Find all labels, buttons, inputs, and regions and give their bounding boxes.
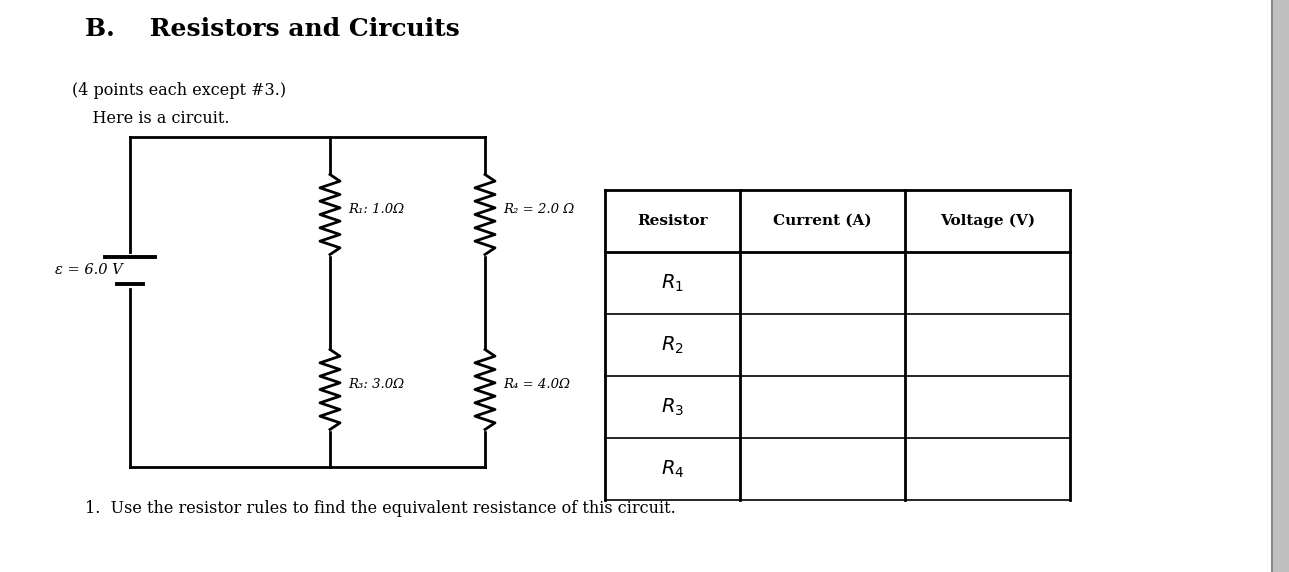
Bar (473, 174, 498, 255)
Text: $\mathit{R}_4$: $\mathit{R}_4$ (661, 458, 684, 480)
Bar (318, 174, 342, 255)
Text: ε = 6.0 V: ε = 6.0 V (55, 264, 122, 277)
Text: $\mathit{R}_3$: $\mathit{R}_3$ (661, 396, 684, 418)
Text: Here is a circuit.: Here is a circuit. (72, 110, 229, 127)
Text: 1.  Use the resistor rules to find the equivalent resistance of this circuit.: 1. Use the resistor rules to find the eq… (85, 500, 675, 517)
Text: Voltage (V): Voltage (V) (940, 214, 1035, 228)
Text: R₄ = 4.0Ω: R₄ = 4.0Ω (503, 378, 570, 391)
Text: R₃: 3.0Ω: R₃: 3.0Ω (348, 378, 405, 391)
Text: Current (A): Current (A) (773, 214, 871, 228)
Bar (318, 349, 342, 430)
Text: Resistor: Resistor (637, 214, 708, 228)
Text: (4 points each except #3.): (4 points each except #3.) (72, 82, 286, 99)
Text: R₁: 1.0Ω: R₁: 1.0Ω (348, 203, 405, 216)
Bar (473, 349, 498, 430)
Text: $\mathit{R}_2$: $\mathit{R}_2$ (661, 335, 684, 356)
Text: $\mathit{R}_1$: $\mathit{R}_1$ (661, 272, 684, 293)
Bar (1272, 0, 1289, 572)
Text: R₂ = 2.0 Ω: R₂ = 2.0 Ω (503, 203, 575, 216)
Text: B.    Resistors and Circuits: B. Resistors and Circuits (85, 17, 460, 41)
